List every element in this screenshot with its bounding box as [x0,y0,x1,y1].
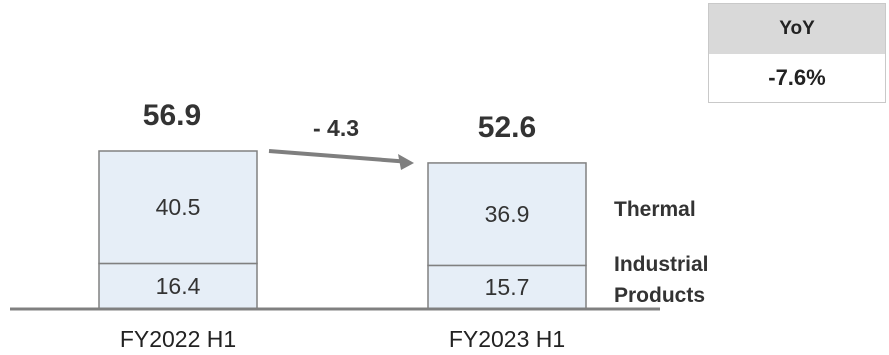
legend-thermal: Thermal [614,198,696,221]
change-label: - 4.3 [313,115,359,141]
data-label: 16.4 [156,273,201,299]
arrow-head [398,154,414,170]
category-label: FY2022 H1 [120,326,236,352]
change-arrow [268,149,405,164]
bar-segment [98,262,258,310]
data-label: 36.9 [485,201,530,227]
yoy-table: YoY -7.6% [708,3,886,103]
legend-industrial-line1: Industrial [614,253,709,276]
legend-industrial-line2: Products [614,284,705,307]
category-label: FY2023 H1 [449,326,565,352]
yoy-value: -7.6% [768,65,826,90]
bar-segment [427,162,587,267]
data-label: 15.7 [485,274,530,300]
total-label: 52.6 [478,111,536,144]
total-label: 56.9 [143,99,201,132]
bar-segment [98,150,258,265]
yoy-header: YoY [709,4,885,54]
data-label: 40.5 [156,194,201,220]
